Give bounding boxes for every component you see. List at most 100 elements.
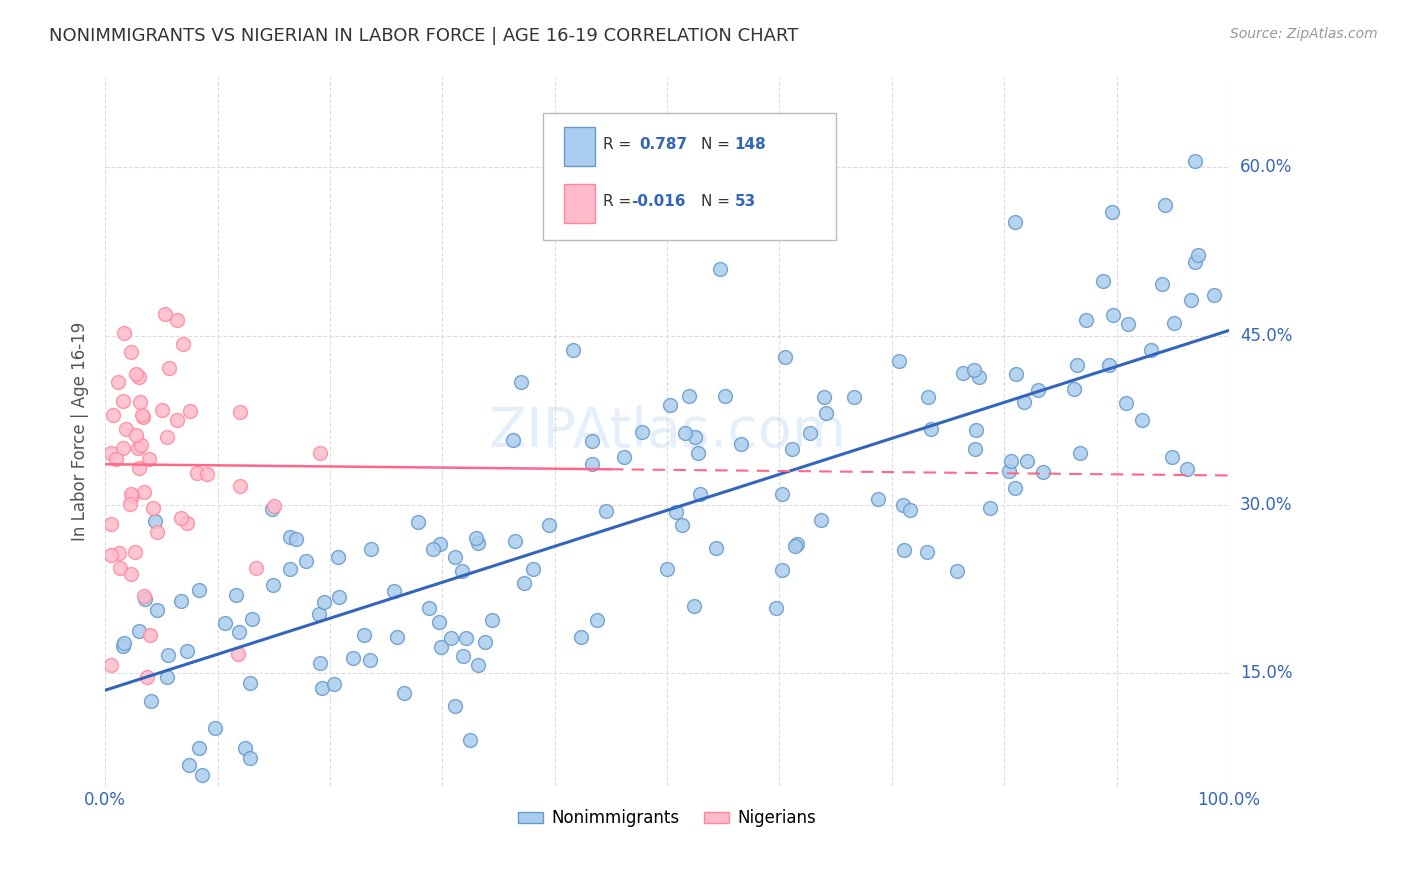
Legend: Nonimmigrants, Nigerians: Nonimmigrants, Nigerians — [512, 803, 823, 834]
Nonimmigrants — [1101, 204, 1123, 219]
Nonimmigrants — [782, 442, 804, 456]
Nonimmigrants — [295, 554, 318, 568]
Nigerians — [156, 430, 179, 444]
Nonimmigrants — [686, 446, 709, 460]
Nigerians — [245, 561, 267, 575]
Nonimmigrants — [657, 562, 679, 576]
Nonimmigrants — [353, 628, 375, 642]
Nigerians — [128, 395, 150, 409]
Nigerians — [120, 487, 142, 501]
Nonimmigrants — [813, 391, 835, 405]
Nigerians — [129, 437, 152, 451]
Nigerians — [134, 589, 156, 603]
Nonimmigrants — [239, 676, 262, 690]
Nigerians — [100, 446, 122, 460]
Nonimmigrants — [814, 406, 837, 420]
Nigerians — [197, 467, 219, 482]
Nigerians — [138, 452, 160, 467]
Text: -0.016: -0.016 — [631, 194, 686, 209]
Nonimmigrants — [1180, 293, 1202, 307]
Nonimmigrants — [682, 599, 704, 613]
Nonimmigrants — [141, 694, 163, 708]
Nonimmigrants — [537, 518, 560, 533]
Nigerians — [142, 500, 165, 515]
Nigerians — [105, 452, 128, 467]
Nonimmigrants — [1150, 277, 1173, 292]
FancyBboxPatch shape — [564, 127, 595, 166]
Nigerians — [111, 393, 134, 408]
Nonimmigrants — [887, 353, 910, 368]
Nonimmigrants — [187, 582, 209, 597]
Nonimmigrants — [1098, 358, 1121, 372]
Nonimmigrants — [963, 362, 986, 376]
Nonimmigrants — [1204, 288, 1226, 302]
Nonimmigrants — [1004, 215, 1026, 229]
Nonimmigrants — [510, 376, 533, 390]
Nigerians — [115, 422, 138, 436]
Nonimmigrants — [456, 632, 478, 646]
Text: 0.787: 0.787 — [638, 137, 688, 153]
Nonimmigrants — [613, 450, 636, 464]
Nonimmigrants — [156, 670, 179, 684]
Nigerians — [107, 376, 129, 390]
Nonimmigrants — [773, 350, 796, 364]
Nonimmigrants — [284, 533, 307, 547]
Nonimmigrants — [467, 535, 489, 549]
Nigerians — [112, 442, 135, 456]
Nonimmigrants — [157, 648, 180, 662]
Nigerians — [100, 657, 122, 672]
Nonimmigrants — [228, 625, 250, 640]
Nigerians — [107, 546, 129, 560]
Nonimmigrants — [713, 389, 735, 403]
Nonimmigrants — [503, 534, 526, 549]
Nonimmigrants — [458, 733, 481, 747]
Text: N =: N = — [700, 194, 730, 209]
Nonimmigrants — [440, 631, 463, 645]
Nonimmigrants — [188, 741, 211, 756]
Nigerians — [112, 326, 135, 340]
Nonimmigrants — [240, 612, 263, 626]
Text: 53: 53 — [734, 194, 756, 209]
Nonimmigrants — [655, 186, 678, 201]
Text: Source: ZipAtlas.com: Source: ZipAtlas.com — [1230, 27, 1378, 41]
Nigerians — [308, 446, 330, 460]
Nigerians — [228, 647, 250, 661]
Nonimmigrants — [1130, 413, 1153, 427]
Nigerians — [103, 408, 125, 422]
Nonimmigrants — [522, 562, 544, 576]
Nonimmigrants — [1012, 395, 1035, 409]
Nonimmigrants — [1187, 248, 1209, 262]
Nonimmigrants — [112, 635, 135, 649]
Nonimmigrants — [204, 722, 226, 736]
Nonimmigrants — [965, 423, 987, 437]
Nigerians — [166, 413, 188, 427]
Nonimmigrants — [394, 685, 416, 699]
Nonimmigrants — [898, 503, 921, 517]
Text: R =: R = — [603, 137, 631, 153]
Nonimmigrants — [309, 656, 332, 670]
Nonimmigrants — [323, 677, 346, 691]
Nigerians — [134, 484, 156, 499]
Nigerians — [120, 344, 142, 359]
Nonimmigrants — [1092, 274, 1115, 288]
Nigerians — [125, 367, 148, 381]
Nonimmigrants — [772, 563, 794, 577]
Nonimmigrants — [176, 644, 198, 658]
Nonimmigrants — [177, 758, 200, 772]
Nonimmigrants — [1161, 450, 1184, 465]
Nigerians — [121, 489, 143, 503]
Nigerians — [172, 337, 194, 351]
Nonimmigrants — [326, 549, 349, 564]
Nonimmigrants — [430, 640, 453, 654]
Nonimmigrants — [917, 545, 939, 559]
Nigerians — [131, 408, 153, 422]
Nonimmigrants — [581, 457, 603, 471]
Nonimmigrants — [308, 607, 330, 621]
Nonimmigrants — [1063, 383, 1085, 397]
Nigerians — [186, 466, 208, 480]
Nigerians — [166, 312, 188, 326]
Nonimmigrants — [562, 343, 585, 357]
Nonimmigrants — [630, 425, 652, 439]
Nonimmigrants — [1032, 465, 1054, 479]
Nonimmigrants — [1175, 462, 1198, 476]
